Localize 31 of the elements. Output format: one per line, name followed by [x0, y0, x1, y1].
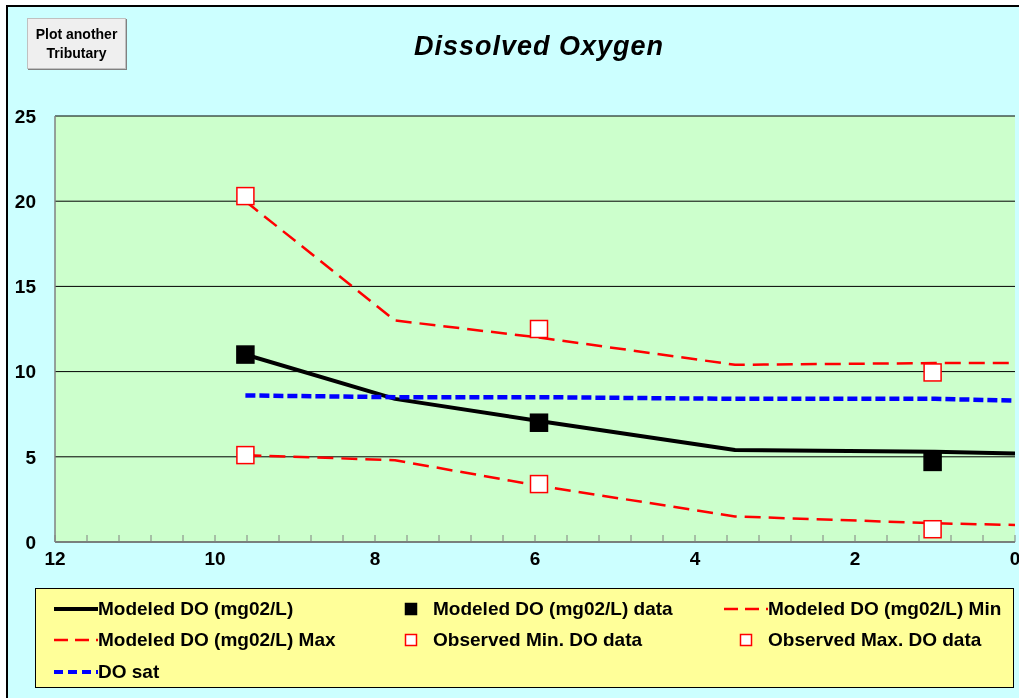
- legend-label: Modeled DO (mg02/L) Min: [768, 597, 1002, 620]
- button[interactable]: Plot another Tributary: [27, 18, 126, 69]
- y-tick-label: 5: [25, 446, 37, 468]
- legend-label: Modeled DO (mg02/L) data: [433, 597, 673, 620]
- point: [923, 519, 942, 539]
- y-tick-label: 0: [25, 531, 36, 553]
- point: [529, 413, 549, 432]
- x-tick-label: 0: [1009, 548, 1019, 570]
- y-tick-label: 20: [14, 191, 36, 213]
- point: [236, 186, 255, 206]
- y-tick-label: 25: [14, 105, 37, 127]
- x-tick-label: 2: [849, 548, 861, 570]
- point: [236, 445, 255, 465]
- legend-label: DO sat: [98, 660, 160, 683]
- x-tick-label: 10: [204, 548, 226, 570]
- x-tick-label: 12: [44, 548, 66, 570]
- legend-label: Observed Min. DO data: [433, 629, 643, 652]
- x-tick-label: 4: [689, 548, 701, 570]
- point: [529, 474, 549, 494]
- legend-label: Observed Max. DO data: [768, 629, 982, 652]
- point: [236, 345, 255, 364]
- x-tick-label: 8: [369, 548, 381, 570]
- chart-title: Dissolved Oxygen: [413, 31, 665, 61]
- point: [923, 452, 942, 472]
- point: [529, 319, 549, 339]
- x-tick-label: 6: [529, 548, 541, 570]
- legend-label: Modeled DO (mg02/L): [98, 597, 294, 620]
- y-tick-label: 10: [14, 361, 36, 383]
- legend-label: Modeled DO (mg02/L) Max: [98, 629, 336, 652]
- y-tick-label: 15: [14, 276, 37, 298]
- point: [923, 363, 942, 382]
